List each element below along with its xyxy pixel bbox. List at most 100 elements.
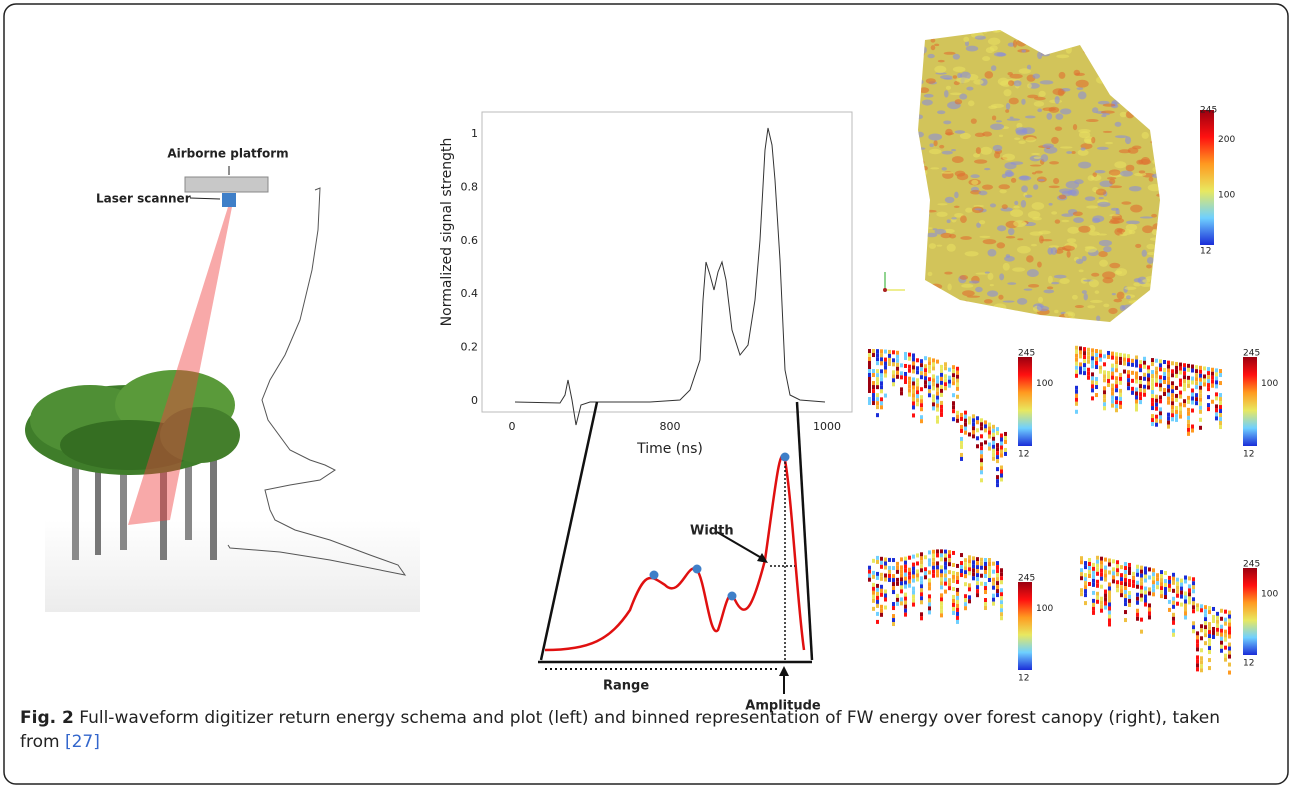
profile-bin xyxy=(940,569,943,574)
profile-bin xyxy=(1207,383,1210,388)
profile-bin xyxy=(996,459,999,464)
voxel-speck xyxy=(1140,313,1147,321)
profile-bin xyxy=(1112,575,1115,580)
profile-bin xyxy=(1159,375,1162,380)
voxel-speck xyxy=(1076,87,1084,91)
profile-bin xyxy=(1200,624,1203,629)
voxel-speck xyxy=(1048,106,1060,113)
voxel-speck xyxy=(1056,54,1070,59)
profile-bin xyxy=(1119,356,1122,361)
profile-bin xyxy=(896,569,899,574)
profile-bin xyxy=(920,568,923,573)
profile-bin xyxy=(952,562,955,567)
voxel-speck xyxy=(918,185,921,190)
profile-bin xyxy=(1192,601,1195,606)
voxel-speck xyxy=(1030,243,1037,247)
profile-bin xyxy=(1075,401,1078,406)
profile-bin xyxy=(1211,383,1214,388)
profile-bin xyxy=(1215,396,1218,401)
voxel-speck xyxy=(987,37,1001,46)
profile-bin xyxy=(984,428,987,433)
voxel-speck xyxy=(918,46,927,54)
voxel-speck xyxy=(1125,110,1135,119)
profile-bin xyxy=(920,363,923,368)
profile-bin xyxy=(1103,394,1106,399)
voxel-speck xyxy=(920,211,930,219)
profile-bin xyxy=(1171,397,1174,402)
profile-bin xyxy=(1084,573,1087,578)
profile-bin xyxy=(988,442,991,447)
profile-bin xyxy=(880,381,883,386)
profile-bin xyxy=(1124,566,1127,571)
profile-bin xyxy=(1196,607,1199,612)
profile-bin xyxy=(1100,572,1103,577)
profile-bin xyxy=(1167,424,1170,429)
profile-bin xyxy=(1135,359,1138,364)
profile-bin xyxy=(1116,580,1119,585)
voxel-speck xyxy=(996,242,1006,249)
profile-bin xyxy=(956,366,959,371)
voxel-speck xyxy=(1032,216,1042,221)
voxel-speck xyxy=(971,179,979,185)
profile-bin xyxy=(904,556,907,561)
profile-bin xyxy=(956,410,959,415)
profile-bin xyxy=(892,590,895,595)
profile-bin xyxy=(1107,370,1110,375)
profile-bin xyxy=(980,561,983,566)
profile-bin xyxy=(964,602,967,607)
voxel-speck xyxy=(1152,167,1159,172)
caption-ref[interactable]: [27] xyxy=(64,732,100,752)
profile-bin xyxy=(1160,594,1163,599)
caption-label: Fig. 2 xyxy=(20,708,74,728)
ground-shade xyxy=(45,520,420,612)
voxel-speck xyxy=(920,198,927,202)
profile-bin xyxy=(1228,626,1231,631)
profile-bin xyxy=(1087,367,1090,372)
profile-bin xyxy=(1132,579,1135,584)
voxel-speck xyxy=(1008,97,1019,105)
voxel-speck xyxy=(958,305,971,312)
profile-bin xyxy=(1127,382,1130,387)
voxel-speck xyxy=(897,85,907,91)
profile-bin xyxy=(916,573,919,578)
decoration: 2452001001224510012245100122451001224510… xyxy=(868,106,1278,684)
voxel-speck xyxy=(1119,233,1128,237)
profile-bin xyxy=(976,593,979,598)
profile-bin xyxy=(1107,378,1110,383)
profile-bin xyxy=(1000,449,1003,454)
profile-bin xyxy=(988,574,991,579)
profile-bin xyxy=(1151,406,1154,411)
voxel-speck xyxy=(1091,272,1100,277)
profile-bin xyxy=(1004,435,1007,440)
profile-bin xyxy=(980,434,983,439)
profile-bin xyxy=(1100,584,1103,589)
profile-bin xyxy=(1188,600,1191,605)
profile-bin xyxy=(1080,588,1083,593)
voxel-speck xyxy=(918,274,920,281)
voxel-speck xyxy=(1100,110,1115,114)
voxel-speck xyxy=(971,30,984,31)
profile-bin xyxy=(948,383,951,388)
decoration xyxy=(716,531,766,561)
profile-bin xyxy=(1179,414,1182,419)
voxel-speck xyxy=(1121,304,1136,311)
profile-bin xyxy=(920,552,923,557)
profile-bin xyxy=(936,415,939,420)
profile-bin xyxy=(928,357,931,362)
profile-bin xyxy=(1207,379,1210,384)
voxel-speck xyxy=(1077,91,1087,100)
voxel-speck xyxy=(1130,304,1145,308)
profile-bin xyxy=(1000,465,1003,470)
voxel-speck xyxy=(1151,213,1158,218)
profile-bin xyxy=(892,362,895,367)
profile-bin xyxy=(1151,386,1154,391)
profile-bin xyxy=(944,569,947,574)
profile-bin xyxy=(1095,357,1098,362)
voxel-speck xyxy=(961,283,974,288)
profile-bin xyxy=(932,565,935,570)
profile-bin xyxy=(980,450,983,455)
voxel-speck xyxy=(1018,68,1031,74)
profile-bin xyxy=(976,420,979,425)
profile-bin xyxy=(868,373,871,377)
profile-bin xyxy=(1112,571,1115,576)
